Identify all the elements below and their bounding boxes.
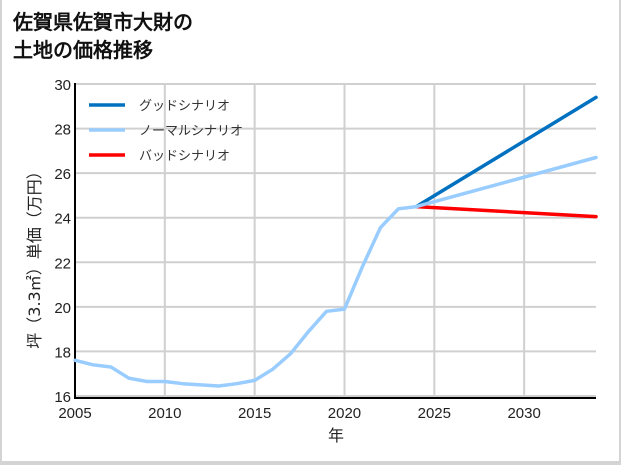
x-tick-labels: 2005 2010 2015 2020 2025 2030 bbox=[58, 405, 541, 422]
grid-lines bbox=[75, 83, 596, 397]
y-tick-label: 16 bbox=[54, 389, 71, 406]
chart-title-line1: 佐賀県佐賀市大財の bbox=[13, 10, 193, 34]
x-axis-label: 年 bbox=[328, 426, 344, 445]
y-tick-label: 18 bbox=[54, 344, 71, 361]
legend-label: バッドシナリオ bbox=[139, 149, 230, 164]
x-tick-label: 2005 bbox=[58, 405, 91, 422]
x-tick-label: 2020 bbox=[328, 405, 361, 422]
bad-scenario-line bbox=[414, 204, 598, 219]
y-tick-label: 30 bbox=[54, 77, 71, 94]
x-tick-label: 2025 bbox=[418, 405, 451, 422]
history-line bbox=[73, 204, 419, 388]
good-scenario-line bbox=[414, 95, 598, 209]
data-lines bbox=[73, 95, 598, 388]
y-axis-label: 坪（3.3㎡）単価（万円） bbox=[25, 163, 44, 348]
normal-scenario-line bbox=[414, 155, 598, 209]
y-tick-label: 20 bbox=[54, 300, 71, 317]
y-tick-label: 22 bbox=[54, 255, 71, 272]
y-tick-label: 28 bbox=[54, 122, 71, 139]
chart-title: 佐賀県佐賀市大財の 土地の価格推移 bbox=[13, 8, 193, 64]
legend-label: グッドシナリオ bbox=[139, 99, 230, 114]
y-tick-label: 26 bbox=[54, 166, 71, 183]
y-tick-labels: 16 18 20 22 24 26 28 30 bbox=[54, 77, 71, 406]
chart-title-line2: 土地の価格推移 bbox=[13, 38, 153, 62]
x-tick-label: 2010 bbox=[148, 405, 181, 422]
x-tick-label: 2015 bbox=[238, 405, 271, 422]
axes bbox=[74, 83, 596, 399]
x-tick-label: 2030 bbox=[507, 405, 540, 422]
y-tick-label: 24 bbox=[54, 211, 71, 228]
legend-label: ノーマルシナリオ bbox=[139, 124, 243, 139]
